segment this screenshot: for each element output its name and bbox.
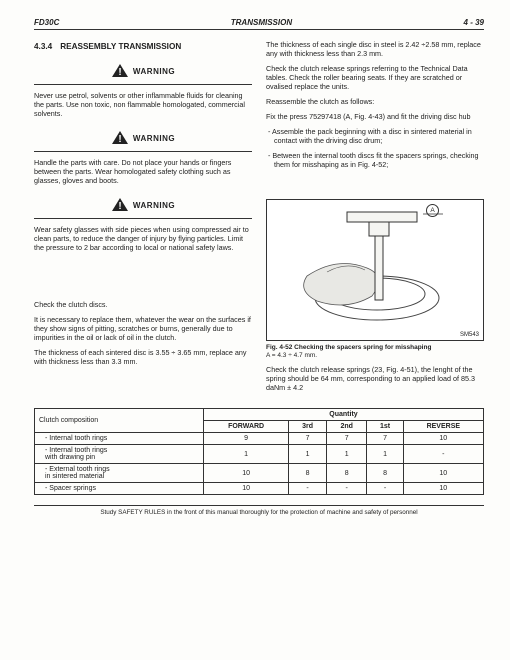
right-p5: Check the clutch release springs (23, Fi…	[266, 365, 484, 392]
header-left: FD30C	[34, 18, 59, 27]
table-row: - Spacer springs10---10	[35, 483, 484, 495]
td-value: -	[289, 483, 327, 495]
td-label: - Internal tooth rings	[35, 433, 204, 445]
right-p4: Fix the press 75297418 (A, Fig. 4-43) an…	[266, 112, 484, 121]
left-p3: The thickness of each sintered disc is 3…	[34, 348, 252, 366]
th-col: 3rd	[289, 421, 327, 433]
th-quantity: Quantity	[204, 409, 484, 421]
warning-2-text: Handle the parts with care. Do not place…	[34, 158, 252, 185]
warning-label: WARNING	[133, 201, 175, 210]
warning-1-text: Never use petrol, solvents or other infl…	[34, 91, 252, 118]
figure-subcaption: A = 4.3 ÷ 4.7 mm.	[266, 352, 484, 359]
td-value: 1	[204, 445, 289, 464]
page-footer: Study SAFETY RULES in the front of this …	[34, 505, 484, 516]
header-center: TRANSMISSION	[231, 18, 292, 27]
td-value: 7	[326, 433, 367, 445]
right-b2: - Between the internal tooth discs fit t…	[266, 151, 484, 169]
td-label: - Spacer springs	[35, 483, 204, 495]
th-col: 2nd	[326, 421, 367, 433]
td-label: - Internal tooth rings with drawing pin	[35, 445, 204, 464]
td-value: -	[367, 483, 403, 495]
svg-text:!: !	[118, 201, 121, 212]
right-column: The thickness of each single disc in ste…	[266, 38, 484, 398]
figure-4-52: A SM543	[266, 199, 484, 341]
warning-1-header: ! WARNING	[34, 63, 252, 80]
divider	[34, 218, 252, 219]
td-value: 8	[367, 464, 403, 483]
td-value: 1	[326, 445, 367, 464]
td-value: 7	[289, 433, 327, 445]
td-value: -	[403, 445, 483, 464]
td-value: 8	[289, 464, 327, 483]
caliper-illustration-icon	[277, 206, 477, 336]
td-value: 10	[403, 483, 483, 495]
warning-label: WARNING	[133, 67, 175, 76]
right-p1: The thickness of each single disc in ste…	[266, 40, 484, 58]
warning-3-header: ! WARNING	[34, 197, 252, 214]
warning-triangle-icon: !	[111, 197, 129, 214]
right-p2: Check the clutch release springs referri…	[266, 64, 484, 91]
warning-triangle-icon: !	[111, 130, 129, 147]
figure-caption: Fig. 4-52 Checking the spacers spring fo…	[266, 344, 484, 351]
th-col: REVERSE	[403, 421, 483, 433]
divider	[34, 151, 252, 152]
right-p3: Reassemble the clutch as follows:	[266, 97, 484, 106]
td-value: -	[326, 483, 367, 495]
clutch-table-wrap: Clutch composition Quantity FORWARD 3rd …	[34, 408, 484, 495]
right-b1: - Assemble the pack beginning with a dis…	[266, 127, 484, 145]
svg-text:!: !	[118, 67, 121, 78]
warning-triangle-icon: !	[111, 63, 129, 80]
content-columns: 4.3.4 REASSEMBLY TRANSMISSION ! WARNING N…	[34, 38, 484, 398]
page-header: FD30C TRANSMISSION 4 - 39	[34, 18, 484, 30]
figure-code: SM543	[460, 332, 479, 338]
page: FD30C TRANSMISSION 4 - 39 4.3.4 REASSEMBL…	[0, 0, 510, 660]
left-p1: Check the clutch discs.	[34, 300, 252, 309]
clutch-composition-table: Clutch composition Quantity FORWARD 3rd …	[34, 408, 484, 495]
header-right: 4 - 39	[464, 18, 484, 27]
td-value: 1	[367, 445, 403, 464]
td-value: 10	[403, 464, 483, 483]
td-value: 10	[403, 433, 483, 445]
td-value: 10	[204, 483, 289, 495]
td-value: 9	[204, 433, 289, 445]
section-number: 4.3.4	[34, 42, 52, 51]
table-row: - Internal tooth rings977710	[35, 433, 484, 445]
table-row: - Internal tooth rings with drawing pin1…	[35, 445, 484, 464]
th-col: 1st	[367, 421, 403, 433]
left-p2: It is necessary to replace them, whateve…	[34, 315, 252, 342]
warning-3-text: Wear safety glasses with side pieces whe…	[34, 225, 252, 252]
table-row: Clutch composition Quantity	[35, 409, 484, 421]
table-row: - External tooth rings in sintered mater…	[35, 464, 484, 483]
td-value: 8	[326, 464, 367, 483]
th-composition: Clutch composition	[35, 409, 204, 433]
td-value: 7	[367, 433, 403, 445]
left-column: 4.3.4 REASSEMBLY TRANSMISSION ! WARNING N…	[34, 38, 252, 398]
footer-text: Study SAFETY RULES in the front of this …	[100, 509, 417, 516]
section-title: 4.3.4 REASSEMBLY TRANSMISSION	[34, 42, 252, 51]
td-value: 1	[289, 445, 327, 464]
warning-label: WARNING	[133, 134, 175, 143]
svg-text:!: !	[118, 134, 121, 145]
th-col: FORWARD	[204, 421, 289, 433]
divider	[34, 84, 252, 85]
td-label: - External tooth rings in sintered mater…	[35, 464, 204, 483]
td-value: 10	[204, 464, 289, 483]
warning-2-header: ! WARNING	[34, 130, 252, 147]
section-name: REASSEMBLY TRANSMISSION	[60, 42, 181, 51]
